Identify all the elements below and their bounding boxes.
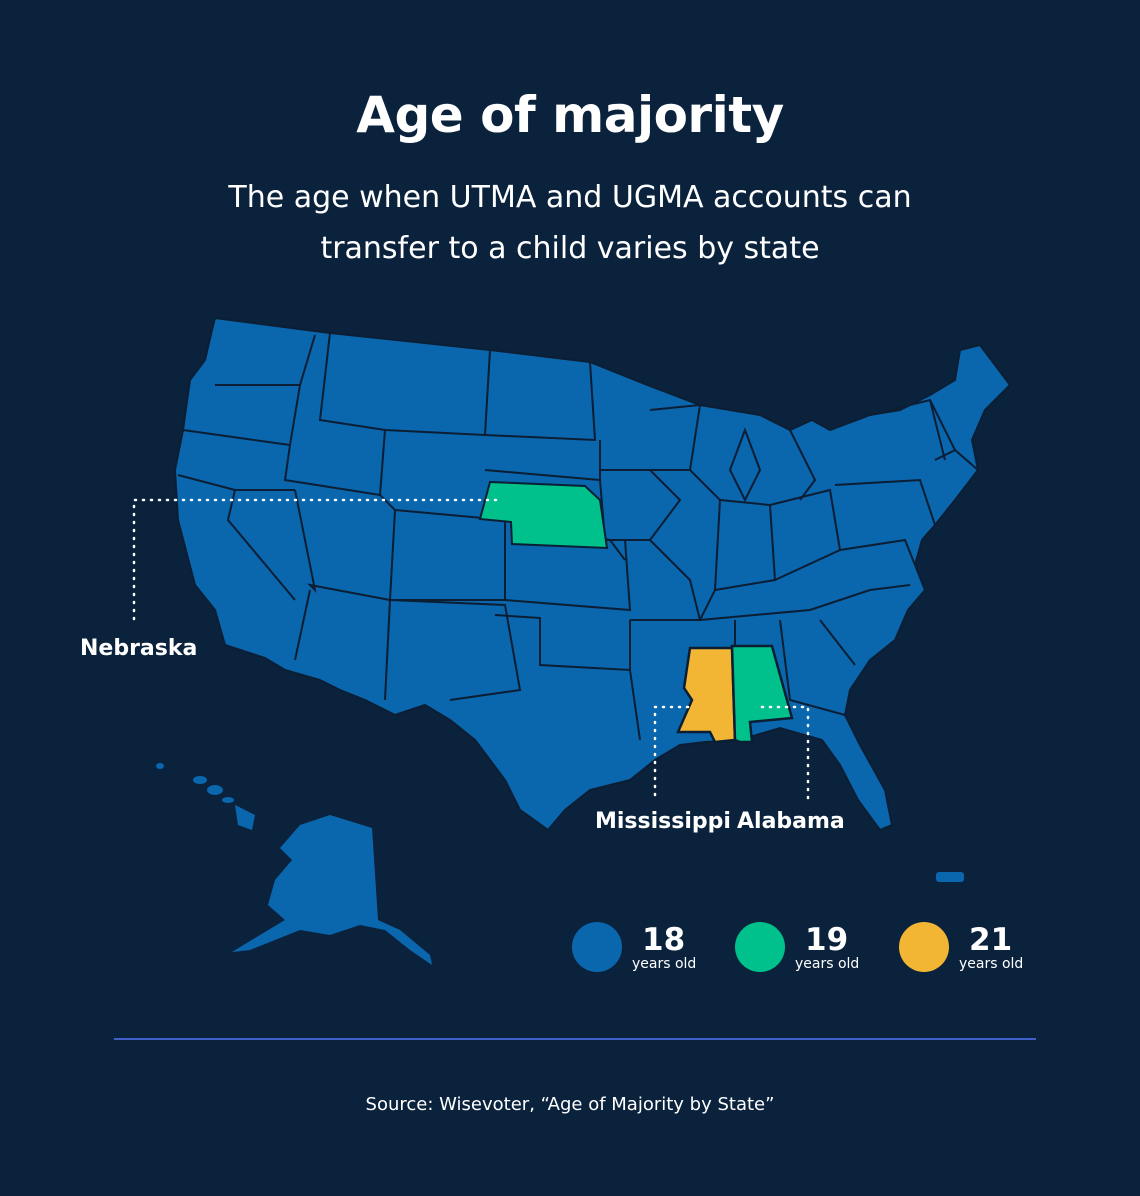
callout-line-mississippi (653, 705, 690, 802)
state-alabama (730, 644, 794, 744)
legend-unit-21: years old (959, 956, 1024, 972)
state-nebraska (478, 480, 609, 550)
callout-leaders (132, 498, 810, 802)
alaska-landmass (232, 815, 432, 965)
source-note: Source: Wisevoter, “Age of Majority by S… (365, 1094, 775, 1115)
callout-line-nebraska (132, 498, 498, 624)
legend-age-21: 21 (969, 922, 1013, 958)
page-title: Age of majority (356, 86, 784, 144)
legend-swatch-18 (572, 922, 622, 972)
subtitle-line-1: The age when UTMA and UGMA accounts can (228, 180, 912, 215)
label-alabama: Alabama (737, 809, 845, 834)
legend-swatch-21 (899, 922, 949, 972)
label-mississippi: Mississippi (595, 809, 731, 834)
legend-unit-18: years old (632, 956, 697, 972)
label-nebraska: Nebraska (80, 636, 198, 661)
page-subtitle: The age when UTMA and UGMA accounts can … (170, 172, 970, 274)
hawaii-islands (156, 763, 255, 830)
legend-age-18: 18 (642, 922, 686, 958)
legend-swatch-19 (735, 922, 785, 972)
legend-unit-19: years old (795, 956, 860, 972)
callout-line-alabama (760, 705, 810, 802)
puerto-rico (936, 872, 964, 882)
legend-age-19: 19 (805, 922, 849, 958)
subtitle-line-2: transfer to a child varies by state (320, 231, 820, 266)
divider (114, 1038, 1036, 1040)
